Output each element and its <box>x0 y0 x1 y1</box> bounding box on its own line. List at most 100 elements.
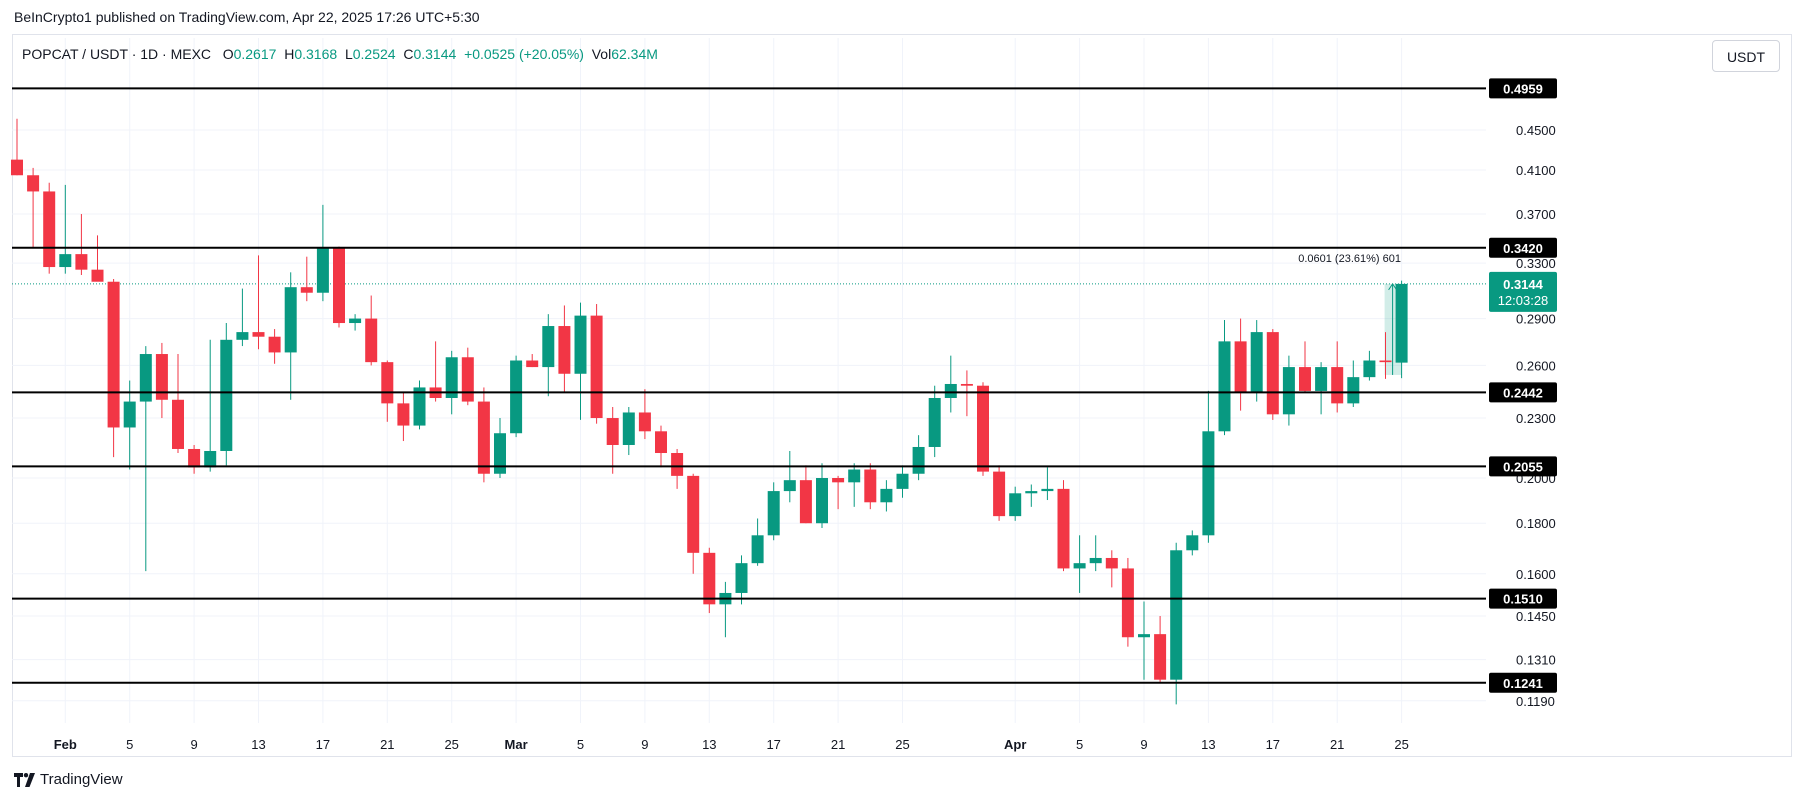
low-label: L <box>344 46 353 62</box>
candle-body <box>43 191 56 268</box>
x-tick-label: 21 <box>831 737 845 752</box>
candle-body <box>1266 332 1279 415</box>
candle-body <box>687 475 700 553</box>
candle-body <box>1395 283 1408 363</box>
candle-body <box>655 431 667 454</box>
y-tick-label: 0.2300 <box>1516 411 1556 426</box>
candle-body <box>526 360 539 368</box>
candle-body <box>832 478 845 483</box>
y-tick-label: 0.1190 <box>1516 694 1555 709</box>
candle-body <box>977 385 989 472</box>
candle-body <box>880 488 893 503</box>
volume-value: 62.34M <box>611 46 658 62</box>
candle-body <box>799 480 812 524</box>
candle-body <box>59 254 72 268</box>
measure-arrow-head <box>1388 283 1398 291</box>
candle-body <box>172 399 184 449</box>
x-tick-label: 9 <box>641 737 648 752</box>
change-value: +0.0525 (+20.05%) <box>464 46 584 62</box>
candle-body <box>1025 491 1038 494</box>
y-tick-label: 0.3300 <box>1516 256 1556 271</box>
x-tick-label: 21 <box>1330 737 1344 752</box>
level-lines: 0.4959 0.3420 0.2442 0.2055 0.1510 0.1241 <box>12 78 1557 693</box>
candle-body <box>1282 367 1295 415</box>
candle-body <box>928 397 941 447</box>
candle-body <box>252 332 265 337</box>
candle-body <box>300 287 313 293</box>
candle-body <box>703 552 716 605</box>
high-value: 0.3168 <box>294 46 338 62</box>
candle-body <box>268 336 281 353</box>
candle-body <box>1073 563 1086 569</box>
close-label: C <box>403 46 414 62</box>
candle-body <box>1202 431 1215 536</box>
candle-body <box>91 269 104 282</box>
candle-body <box>220 339 233 451</box>
y-tick-label: 0.1450 <box>1516 609 1556 624</box>
level-label: 0.4959 <box>1503 81 1543 96</box>
candle-body <box>188 448 201 468</box>
level-label-box <box>1489 456 1557 477</box>
x-tick-label: 17 <box>766 737 780 752</box>
y-tick-label: 0.2600 <box>1516 358 1556 373</box>
y-tick-label: 0.1600 <box>1516 567 1556 582</box>
level-label: 0.1510 <box>1503 592 1543 607</box>
candle-body <box>1154 634 1167 680</box>
candle-body <box>1089 557 1102 564</box>
candle-body <box>477 401 490 474</box>
close-value: 0.3144 <box>413 46 457 62</box>
level-label-box <box>1489 237 1557 258</box>
grid <box>12 38 1486 723</box>
x-tick-label: 5 <box>126 737 133 752</box>
open-label: O <box>222 46 234 62</box>
level-label-box <box>1489 382 1557 403</box>
candle-body <box>461 357 474 402</box>
candle-body <box>783 480 796 492</box>
level-label: 0.2442 <box>1503 385 1543 400</box>
candle-body <box>1186 535 1199 551</box>
candle-body <box>558 326 571 374</box>
candle-body <box>671 453 684 476</box>
candle-body <box>864 469 877 503</box>
candle-body <box>1315 367 1328 391</box>
candle-body <box>204 450 217 468</box>
currency-button[interactable]: USDT <box>1712 40 1780 72</box>
last-price-value: 0.3144 <box>1503 277 1544 292</box>
x-tick-label: 25 <box>1394 737 1408 752</box>
candle-body <box>236 332 249 340</box>
countdown-timer: 12:03:28 <box>1498 293 1549 308</box>
y-tick-label: 0.2900 <box>1516 312 1556 327</box>
symbol-name[interactable]: POPCAT / USDT · 1D · MEXC <box>22 46 212 62</box>
y-axis-labels: 0.4500 0.4100 0.3700 0.3300 0.2900 0.2600 0.23… <box>1516 123 1556 709</box>
x-tick-label: 25 <box>895 737 909 752</box>
x-axis-labels: Feb 5 9 13 17 21 25 Mar 5 9 13 17 21 25 Apr 5 9 13 17 21 25 <box>54 737 1409 752</box>
publish-info: BeInCrypto1 published on TradingView.com… <box>14 9 480 25</box>
candle-body <box>1041 488 1054 492</box>
candle-body <box>365 318 378 363</box>
x-tick-label: 5 <box>1076 737 1083 752</box>
candle-body <box>510 360 523 434</box>
level-label: 0.1241 <box>1503 676 1543 691</box>
candle-body <box>1250 332 1263 393</box>
candle-body <box>993 471 1006 517</box>
candle-body <box>155 354 168 400</box>
x-tick-label: 5 <box>577 737 584 752</box>
candle-body <box>75 254 88 270</box>
candle-body <box>622 412 635 445</box>
y-tick-label: 0.4100 <box>1516 163 1556 178</box>
tradingview-brand[interactable]: TradingView <box>14 771 123 788</box>
chart-frame[interactable] <box>12 34 1792 757</box>
candle-body <box>494 433 506 474</box>
candle-body <box>944 383 957 398</box>
candle-body <box>1347 377 1360 404</box>
level-label: 0.2055 <box>1503 459 1543 474</box>
x-tick-label: 21 <box>380 737 394 752</box>
candle-body <box>912 446 925 474</box>
candle-body <box>333 247 345 324</box>
candle-body <box>284 287 297 353</box>
candle-body <box>767 491 780 536</box>
candle-body <box>1121 568 1134 638</box>
candle-body <box>1138 634 1150 638</box>
x-tick-label: 25 <box>444 737 458 752</box>
